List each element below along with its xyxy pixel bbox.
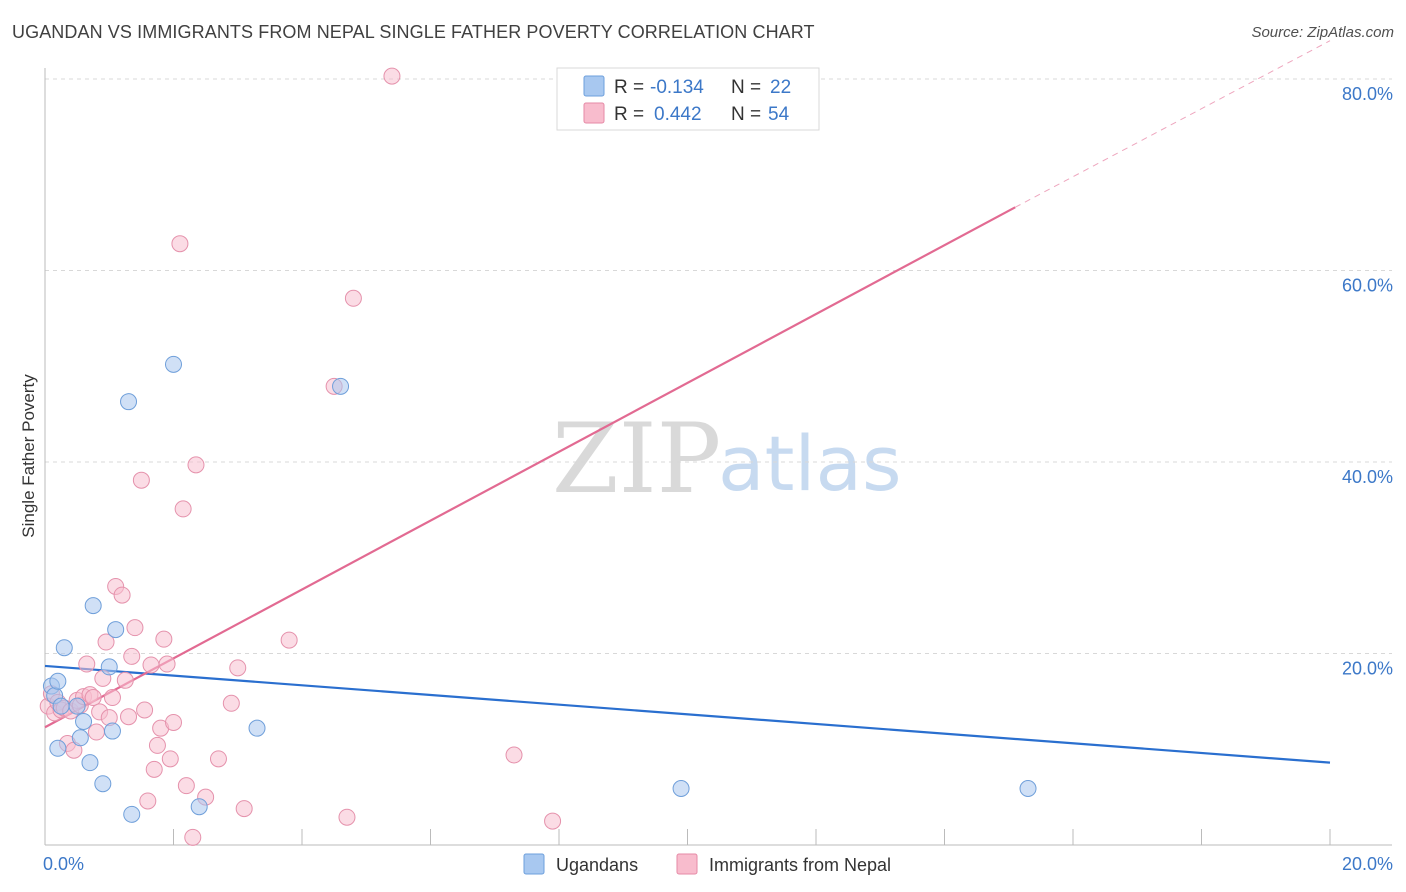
ugandans-point [55,639,73,657]
ugandans-point [190,798,208,816]
axes [44,68,1392,846]
nepal-point [116,671,134,689]
nepal-point [123,647,141,665]
y-axis-title: Single Father Poverty [19,374,38,538]
ugandans-point [81,754,99,772]
legend-r-label-nepal: R = [614,104,644,125]
y-tick-label: 20.0% [1342,659,1393,679]
nepal-point [120,708,138,726]
ugandans-point [248,719,266,737]
ugandans-point [165,355,182,373]
ugandans-point [71,729,89,747]
ugandans-point [120,393,138,411]
nepal-point [161,750,179,768]
ugandans-point [94,775,112,793]
nepal-point [174,500,192,518]
nepal-point [344,289,362,307]
nepal-point [136,701,154,719]
nepal-point [139,792,157,810]
nepal-point [126,619,144,637]
ugandans-point [107,621,125,639]
ugandans-point [103,722,121,740]
nepal-point [222,694,240,712]
ugandans-point [49,739,67,757]
nepal-point [142,656,160,674]
nepal-point [184,828,202,846]
chart-title: UGANDAN VS IMMIGRANTS FROM NEPAL SINGLE … [12,22,815,42]
legend-r-value-nepal: 0.442 [654,104,702,125]
watermark-atlas: atlas [718,419,902,508]
nepal-trend-line [44,206,1016,729]
data-points [39,67,1037,846]
y-tick-label: 80.0% [1342,84,1393,104]
nepal-point [209,750,227,768]
nepal-point [505,746,523,764]
trend-lines [44,40,1331,764]
nepal-point [177,777,195,795]
nepal-point [78,655,96,673]
legend-box: R = -0.134 N = 22 R = 0.442 N = 54 [556,67,820,131]
ugandans-point [1019,780,1037,798]
grid-lines [45,78,1392,654]
ugandans-point [100,658,118,676]
legend-swatch-nepal [583,102,605,124]
nepal-point [97,633,115,651]
y-tick-label: 60.0% [1342,276,1393,296]
x-tick-label: 20.0% [1342,854,1393,874]
ugandans-point [672,780,690,798]
ugandans-trend-line [44,664,1331,764]
nepal-point [155,630,173,648]
nepal-point [132,471,150,489]
nepal-point [148,736,166,754]
nepal-point [383,67,401,85]
nepal-point [113,586,131,604]
nepal-point [158,655,176,673]
nepal-point [544,812,562,830]
ugandans-point [49,672,67,690]
tick-labels: 20.0% 40.0% 60.0% 80.0% 0.0% 20.0% [43,84,1393,874]
ugandans-point [52,697,70,715]
nepal-point [165,713,182,731]
nepal-point [280,631,298,649]
nepal-point [87,723,105,741]
nepal-trend-line-extension [1014,40,1331,208]
legend-r-label-ugandans: R = [614,77,644,98]
watermark-zip: ZIP [552,403,721,515]
bottom-legend-swatch-ugandans [523,853,545,875]
nepal-point [338,808,356,826]
legend-swatch-ugandans [583,75,605,97]
ugandans-point [84,597,102,615]
ugandans-point [332,377,350,395]
bottom-legend: Ugandans Immigrants from Nepal [523,853,891,875]
nepal-point [84,689,102,707]
source-label: Source: ZipAtlas.com [1251,24,1394,41]
y-tick-label: 40.0% [1342,467,1393,487]
ugandans-point [123,805,141,823]
ugandans-point [68,697,86,715]
nepal-point [235,800,253,818]
nepal-point [187,456,205,474]
legend-n-value-nepal: 54 [768,104,790,125]
nepal-point [145,760,163,778]
nepal-point [229,659,247,677]
x-tick-label: 0.0% [43,854,84,874]
bottom-legend-label-nepal: Immigrants from Nepal [709,855,891,875]
bottom-legend-label-ugandans: Ugandans [556,855,638,875]
bottom-legend-swatch-nepal [676,853,698,875]
nepal-point [103,689,121,707]
nepal-point [171,235,189,253]
legend-r-value-ugandans: -0.134 [650,77,704,98]
ugandans-point [75,712,93,730]
legend-n-label-ugandans: N = [731,77,761,98]
legend-n-label-nepal: N = [731,104,761,125]
legend-n-value-ugandans: 22 [770,77,791,98]
